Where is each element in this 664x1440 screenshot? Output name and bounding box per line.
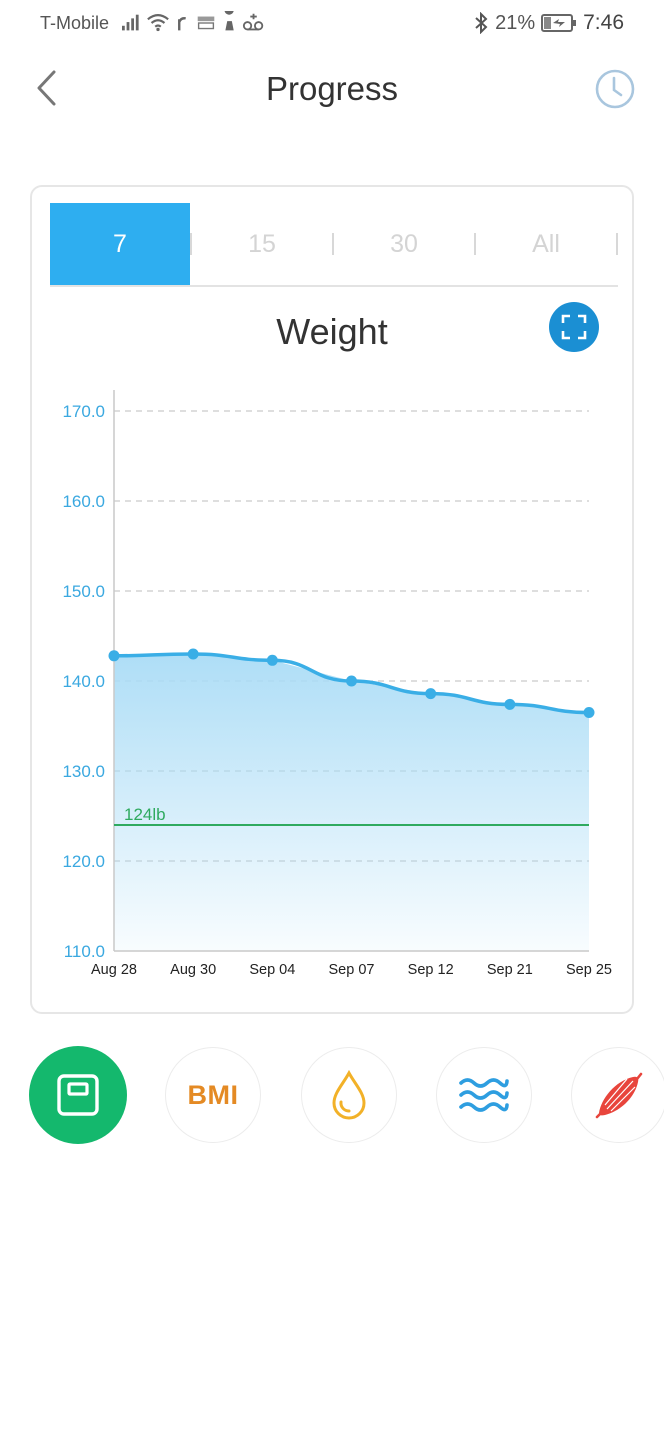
back-button[interactable] [30, 66, 64, 110]
status-right: 21% 7:46 [473, 11, 624, 35]
battery-charging-icon [541, 14, 577, 32]
x-tick-label: Aug 28 [91, 962, 137, 978]
data-point [108, 650, 120, 662]
x-tick-label: Sep 25 [566, 962, 612, 978]
wifi-icon [147, 14, 169, 28]
muscle-icon [595, 1072, 643, 1119]
x-tick-label: Sep 21 [487, 962, 533, 978]
data-point [583, 707, 595, 718]
battery-percent: 21% [495, 11, 536, 34]
x-tick-label: Aug 30 [170, 962, 216, 978]
status-icons [122, 11, 264, 32]
weight-chart-card: 7 15 30 All Weight 170.0 160.0 150.0 140.0 1… [30, 185, 634, 1014]
data-point [425, 688, 437, 700]
tab-divider [332, 233, 334, 255]
bluetooth-icon [475, 12, 488, 34]
clock-icon [595, 69, 635, 109]
x-tick-label: Sep 04 [249, 962, 295, 978]
bmi-metric-button[interactable]: BMI [165, 1047, 261, 1143]
carrier-name: T-Mobile [40, 13, 110, 33]
y-tick-label: 150.0 [62, 582, 105, 601]
water-metric-button[interactable] [301, 1047, 397, 1143]
r-icon [178, 17, 186, 31]
tab-15-days[interactable]: 15 [248, 229, 276, 258]
data-point [504, 698, 516, 710]
waves-icon [459, 1078, 509, 1112]
muscle-metric-button[interactable] [571, 1047, 664, 1143]
x-tick-label: Sep 12 [408, 962, 454, 978]
status-bar: T-Mobile 21% 7:46 [0, 0, 664, 48]
expand-icon [561, 314, 587, 340]
keyhole-icon [224, 11, 234, 31]
bmi-label: BMI [187, 1079, 239, 1110]
y-tick-label: 160.0 [62, 492, 105, 511]
body-fat-metric-button[interactable] [436, 1047, 532, 1143]
weight-chart: 170.0 160.0 150.0 140.0 130.0 120.0 110.0 124lb… [62, 390, 612, 978]
weight-metric-button[interactable] [29, 1046, 127, 1144]
fullscreen-button[interactable] [549, 302, 599, 352]
clock: 7:46 [583, 11, 624, 34]
signal-icon [122, 14, 139, 31]
page-title: Progress [265, 70, 399, 107]
x-tick-label: Sep 07 [329, 962, 375, 978]
y-tick-label: 170.0 [62, 402, 105, 421]
tab-all[interactable]: All [532, 229, 560, 258]
data-point [266, 654, 278, 666]
metric-selector: BMI [0, 1045, 664, 1150]
amazon-icon [197, 16, 215, 30]
tab-7-days[interactable]: 7 [50, 203, 190, 285]
data-point [346, 675, 357, 687]
area-fill [114, 654, 589, 951]
y-tick-label: 140.0 [62, 672, 105, 691]
chevron-left-icon [37, 70, 56, 106]
goal-label: 124lb [124, 805, 166, 824]
tab-30-days[interactable]: 30 [390, 229, 418, 258]
water-drop-icon [332, 1069, 366, 1120]
tab-divider [616, 233, 618, 255]
scale-icon [57, 1074, 99, 1116]
y-tick-label: 110.0 [64, 942, 105, 961]
voicemail-icon [242, 13, 264, 31]
tab-divider [190, 233, 192, 255]
period-tabs: 7 15 30 All [50, 203, 618, 287]
history-button[interactable] [594, 68, 636, 110]
chart-title: Weight [276, 311, 388, 352]
tab-divider [474, 233, 476, 255]
y-tick-label: 120.0 [62, 852, 105, 871]
y-tick-label: 130.0 [62, 762, 105, 781]
data-point [187, 648, 199, 660]
app-header: Progress [0, 48, 664, 134]
